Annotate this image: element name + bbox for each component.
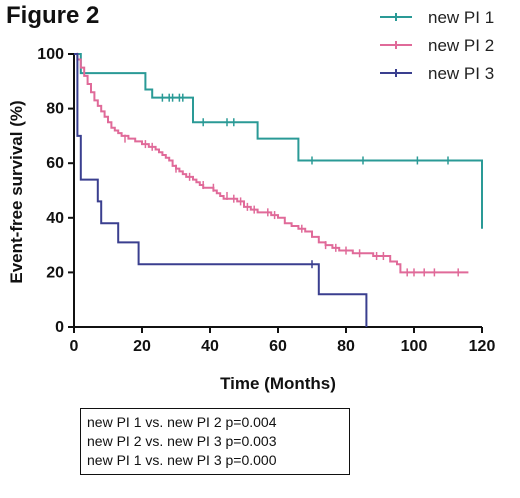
y-tick-label: 40 xyxy=(46,210,64,227)
figure-title: Figure 2 xyxy=(6,2,100,29)
x-tick-label: 100 xyxy=(401,338,428,355)
x-tick-label: 120 xyxy=(469,338,496,355)
axes: 0 20 40 60 80 100 0 20 40 60 80 100 120 xyxy=(37,46,495,355)
survival-curves xyxy=(74,52,483,327)
p-value-box: new PI 1 vs. new PI 2 p=0.004 new PI 2 v… xyxy=(80,408,350,475)
x-tick-label: 20 xyxy=(133,338,151,355)
series-line-2 xyxy=(74,53,469,274)
legend-label: new PI 1 xyxy=(428,8,494,27)
series-line-1 xyxy=(74,53,483,229)
y-tick-label: 80 xyxy=(46,101,64,118)
legend: new PI 1 new PI 2 new PI 3 xyxy=(380,8,494,83)
p-value-row: new PI 1 vs. new PI 2 p=0.004 xyxy=(87,414,277,430)
series-line-3 xyxy=(74,53,368,327)
y-tick-label: 100 xyxy=(37,46,64,63)
y-tick-label: 20 xyxy=(46,264,64,281)
x-tick-label: 80 xyxy=(337,338,355,355)
x-axis-label: Time (Months) xyxy=(220,374,336,393)
x-tick-label: 60 xyxy=(269,338,287,355)
y-axis-label: Event-free survival (%) xyxy=(7,100,26,283)
y-tick-label: 60 xyxy=(46,155,64,172)
legend-label: new PI 3 xyxy=(428,64,494,83)
x-tick-label: 0 xyxy=(70,338,79,355)
p-value-row: new PI 2 vs. new PI 3 p=0.003 xyxy=(87,433,277,449)
legend-label: new PI 2 xyxy=(428,36,494,55)
x-tick-label: 40 xyxy=(201,338,219,355)
y-tick-label: 0 xyxy=(55,319,64,336)
p-value-row: new PI 1 vs. new PI 3 p=0.000 xyxy=(87,452,277,468)
